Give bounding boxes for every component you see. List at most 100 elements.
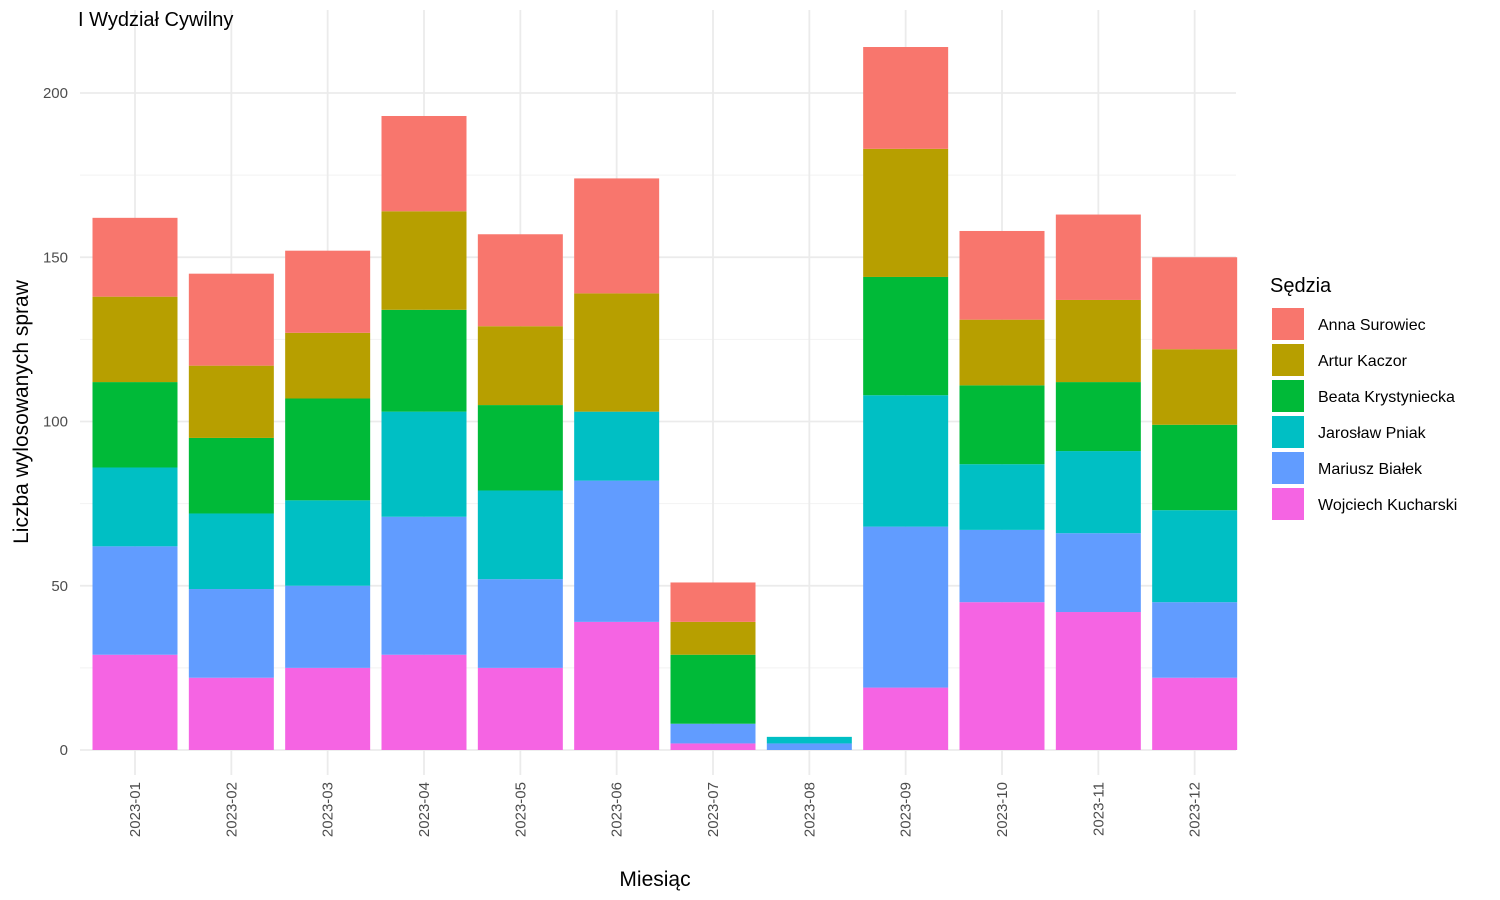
bar-segment <box>92 217 178 297</box>
bar-segment <box>959 319 1045 386</box>
bar-segment <box>188 365 274 438</box>
bar-segment <box>1055 451 1141 534</box>
y-axis-ticks: 0 50 100 150 200 <box>43 85 68 759</box>
bar-segment <box>1152 510 1238 603</box>
bar-segment <box>863 47 949 149</box>
bar-segment <box>959 230 1045 320</box>
bar-segment <box>863 148 949 277</box>
bar-segment <box>863 526 949 688</box>
y-tick-label: 200 <box>43 85 68 102</box>
bar-segment <box>188 273 274 366</box>
bar-segment <box>285 585 371 668</box>
x-tick-label: 2023-07 <box>705 782 722 837</box>
x-tick-label: 2023-04 <box>416 782 433 837</box>
bar-segment <box>670 582 756 622</box>
x-tick-label: 2023-06 <box>609 782 626 837</box>
legend-label: Jarosław Pniak <box>1318 425 1427 442</box>
legend-swatch <box>1272 416 1304 448</box>
y-tick-label: 50 <box>51 578 68 595</box>
bar-segment <box>959 385 1045 465</box>
bar-segment <box>959 602 1045 750</box>
y-tick-label: 150 <box>43 249 68 266</box>
bar-segment <box>1055 533 1141 613</box>
bar-segment <box>188 513 274 590</box>
x-tick-label: 2023-08 <box>801 782 818 837</box>
legend-label: Mariusz Białek <box>1318 461 1423 478</box>
bar-segment <box>285 250 371 333</box>
bar-segment <box>477 234 563 327</box>
bar-segment <box>1055 612 1141 750</box>
bar-segment <box>92 546 178 655</box>
y-tick-label: 100 <box>43 414 68 431</box>
bar-segment <box>188 589 274 678</box>
x-tick-label: 2023-01 <box>127 782 144 837</box>
x-axis-ticks: 2023-01 2023-02 2023-03 2023-04 2023-05 2023-… <box>127 782 1204 837</box>
bar-segment <box>574 178 660 294</box>
bar-segment <box>863 276 949 396</box>
bar-segment <box>766 743 852 750</box>
legend-swatch <box>1272 380 1304 412</box>
bar-segment <box>1152 349 1238 425</box>
bar-segment <box>92 296 178 383</box>
bar-segment <box>863 395 949 527</box>
bar-segment <box>381 309 467 412</box>
y-axis-title: Liczba wylosowanych spraw <box>10 279 33 544</box>
bar-segment <box>574 480 660 622</box>
legend: Sędzia Anna Surowiec Artur Kaczor Beata Kr… <box>1270 275 1457 520</box>
bar-segment <box>285 500 371 586</box>
x-tick-label: 2023-03 <box>320 782 337 837</box>
bar-segment <box>188 677 274 750</box>
bar-segment <box>670 654 756 724</box>
x-axis-title: Miesiąc <box>619 868 690 891</box>
bar-segment <box>285 667 371 750</box>
bar-segment <box>1152 257 1238 350</box>
x-tick-label: 2023-09 <box>898 782 915 837</box>
legend-swatch <box>1272 308 1304 340</box>
bar-segment <box>1152 602 1238 678</box>
bar-segment <box>285 332 371 399</box>
bar-segment <box>959 529 1045 603</box>
bar-segment <box>477 405 563 491</box>
chart-title: I Wydział Cywilny <box>78 9 233 31</box>
legend-swatch <box>1272 452 1304 484</box>
bar-segment <box>574 621 660 750</box>
bar-segment <box>1152 424 1238 511</box>
bar-segment <box>1055 214 1141 300</box>
bar-segment <box>670 621 756 655</box>
bar-segment <box>285 398 371 501</box>
bar-segment <box>477 490 563 580</box>
bar-segment <box>1055 382 1141 452</box>
bar-segment <box>574 293 660 412</box>
bar-segment <box>1055 299 1141 383</box>
bar-segment <box>381 654 467 750</box>
legend-label: Anna Surowiec <box>1318 317 1426 334</box>
bar-segment <box>574 411 660 481</box>
legend-label: Artur Kaczor <box>1318 353 1408 370</box>
bar-segment <box>92 467 178 547</box>
legend-label: Wojciech Kucharski <box>1318 497 1457 514</box>
bar-segment <box>766 736 852 744</box>
bar-segment <box>959 464 1045 530</box>
bar-segment <box>477 326 563 406</box>
bar-segment <box>188 437 274 514</box>
x-tick-label: 2023-11 <box>1090 782 1107 836</box>
legend-label: Beata Krystyniecka <box>1318 389 1455 406</box>
x-tick-label: 2023-10 <box>994 782 1011 837</box>
bar-segment <box>670 743 756 750</box>
y-tick-label: 0 <box>60 742 68 759</box>
bar-segment <box>381 516 467 655</box>
bar-segment <box>381 115 467 212</box>
bar-segment <box>92 382 178 468</box>
x-tick-label: 2023-12 <box>1187 782 1204 837</box>
x-tick-label: 2023-02 <box>223 782 240 837</box>
x-tick-label: 2023-05 <box>512 782 529 837</box>
bars <box>92 47 1238 750</box>
legend-title: Sędzia <box>1270 275 1332 297</box>
bar-segment <box>863 687 949 750</box>
bar-segment <box>1152 677 1238 750</box>
bar-segment <box>670 723 756 744</box>
legend-swatch <box>1272 488 1304 520</box>
bar-segment <box>477 579 563 668</box>
bar-segment <box>381 411 467 517</box>
